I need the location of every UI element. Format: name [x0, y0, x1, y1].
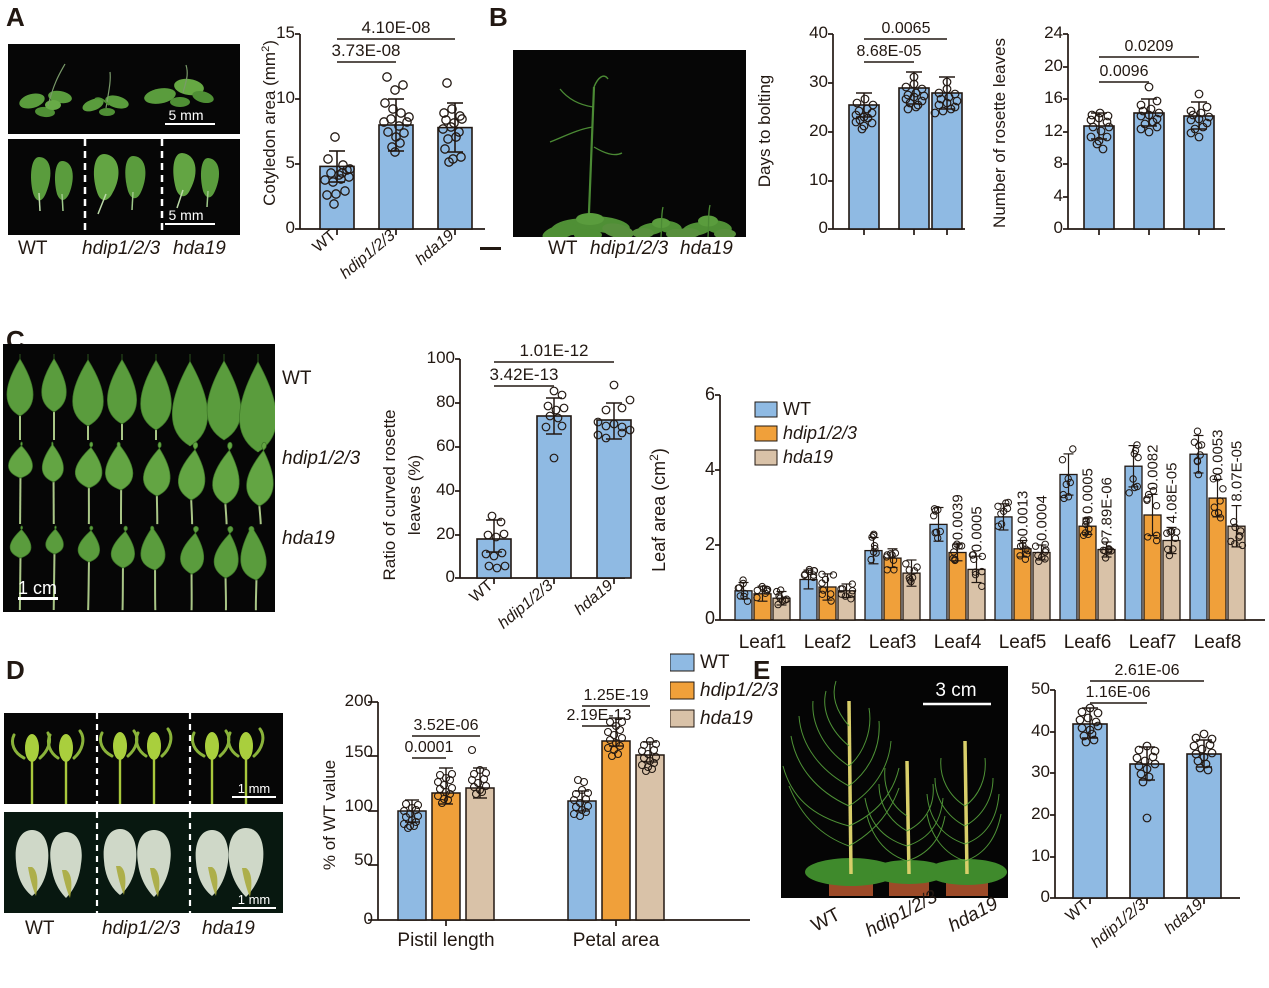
svg-text:20: 20 [1044, 56, 1063, 75]
svg-text:0: 0 [1054, 218, 1063, 237]
svg-text:30: 30 [1031, 762, 1050, 781]
svg-text:0.0096: 0.0096 [1100, 63, 1149, 80]
svg-text:7.89E-06: 7.89E-06 [1099, 477, 1116, 538]
svg-text:0: 0 [364, 909, 373, 928]
svg-text:Cotyledon area (mm2): Cotyledon area (mm2) [260, 40, 279, 206]
svg-text:80: 80 [436, 392, 455, 411]
svg-text:hda19: hda19 [700, 708, 753, 729]
svg-text:Number of rosette leaves: Number of rosette leaves [990, 38, 1009, 228]
svg-text:5: 5 [286, 153, 295, 172]
svg-text:WT: WT [310, 227, 340, 256]
svg-text:2.19E-13: 2.19E-13 [567, 707, 632, 724]
svg-text:hda19: hda19 [572, 577, 617, 619]
svg-text:15: 15 [276, 23, 295, 42]
svg-text:leaves (%): leaves (%) [405, 455, 424, 535]
svg-text:hdip1/2/3: hdip1/2/3 [495, 577, 556, 632]
svg-text:4: 4 [1054, 186, 1063, 205]
svg-text:1 mm: 1 mm [238, 781, 271, 796]
svg-text:20: 20 [809, 121, 828, 140]
svg-text:0.0004: 0.0004 [1034, 495, 1051, 541]
svg-text:0: 0 [446, 567, 455, 586]
svg-text:0: 0 [1041, 887, 1050, 906]
svg-text:Leaf4: Leaf4 [934, 632, 982, 653]
svg-text:0.0209: 0.0209 [1125, 38, 1174, 55]
svg-text:Ratio of curved rosette: Ratio of curved rosette [380, 409, 399, 580]
svg-text:2.61E-06: 2.61E-06 [1115, 662, 1180, 679]
svg-text:20: 20 [1031, 804, 1050, 823]
svg-text:% of WT value: % of WT value [320, 760, 339, 870]
svg-text:WT: WT [1063, 896, 1093, 925]
svg-text:hda19: hda19 [1162, 896, 1207, 938]
svg-text:4.10E-08: 4.10E-08 [362, 18, 431, 37]
svg-text:Leaf area (cm2): Leaf area (cm2) [647, 448, 669, 572]
svg-text:0: 0 [705, 608, 715, 628]
svg-text:0.0053: 0.0053 [1210, 430, 1227, 476]
svg-text:3.52E-06: 3.52E-06 [414, 717, 479, 734]
svg-text:4.08E-05: 4.08E-05 [1164, 463, 1181, 524]
svg-text:Pistil length: Pistil length [397, 930, 494, 951]
svg-text:8: 8 [1054, 153, 1063, 172]
svg-text:0.0001: 0.0001 [405, 739, 454, 756]
svg-text:100: 100 [345, 796, 373, 815]
svg-text:60: 60 [436, 436, 455, 455]
svg-text:Leaf2: Leaf2 [804, 632, 852, 653]
svg-text:2: 2 [705, 534, 715, 554]
svg-text:hdip1/2/3: hdip1/2/3 [783, 423, 857, 443]
svg-text:1.16E-06: 1.16E-06 [1086, 684, 1151, 701]
svg-text:0.0013: 0.0013 [1015, 491, 1032, 537]
svg-text:50: 50 [354, 850, 373, 869]
svg-text:0.0065: 0.0065 [882, 20, 931, 37]
svg-text:hdip1/2/3: hdip1/2/3 [700, 680, 779, 701]
svg-text:0.0082: 0.0082 [1145, 445, 1162, 491]
svg-text:6: 6 [705, 384, 715, 404]
svg-text:WT: WT [467, 577, 497, 606]
svg-text:5 mm: 5 mm [169, 107, 204, 123]
svg-text:30: 30 [809, 72, 828, 91]
svg-text:Leaf3: Leaf3 [869, 632, 917, 653]
svg-text:40: 40 [1031, 721, 1050, 740]
svg-text:WT: WT [783, 399, 811, 419]
svg-text:5 mm: 5 mm [169, 207, 204, 223]
svg-text:0: 0 [819, 218, 828, 237]
svg-text:20: 20 [436, 524, 455, 543]
svg-text:Days to bolting: Days to bolting [755, 75, 774, 187]
svg-text:hdip1/2/3: hdip1/2/3 [1088, 896, 1149, 950]
svg-text:8.07E-05: 8.07E-05 [1229, 441, 1246, 502]
svg-text:10: 10 [1031, 846, 1050, 865]
svg-text:100: 100 [427, 348, 455, 367]
svg-text:50: 50 [1031, 679, 1050, 698]
svg-text:WT: WT [700, 652, 730, 673]
svg-text:3.73E-08: 3.73E-08 [332, 41, 401, 60]
svg-text:8.68E-05: 8.68E-05 [857, 43, 922, 60]
svg-text:0: 0 [286, 218, 295, 237]
svg-text:0.0005: 0.0005 [969, 506, 986, 552]
svg-text:3 cm: 3 cm [935, 680, 976, 701]
svg-text:0.0005: 0.0005 [1080, 468, 1097, 514]
svg-text:Petal area: Petal area [573, 930, 660, 951]
svg-text:hdip1/2/3: hdip1/2/3 [337, 227, 398, 280]
svg-text:40: 40 [436, 480, 455, 499]
svg-text:3.42E-13: 3.42E-13 [490, 365, 559, 384]
svg-text:0.0039: 0.0039 [950, 494, 967, 540]
svg-text:40: 40 [809, 23, 828, 42]
svg-text:4: 4 [705, 459, 715, 479]
svg-text:24: 24 [1044, 23, 1063, 42]
svg-text:200: 200 [345, 691, 373, 710]
svg-text:hda19: hda19 [783, 447, 833, 467]
svg-text:12: 12 [1044, 121, 1063, 140]
svg-text:10: 10 [809, 170, 828, 189]
svg-text:1.01E-12: 1.01E-12 [520, 341, 589, 360]
svg-text:1 mm: 1 mm [238, 892, 271, 907]
svg-text:16: 16 [1044, 88, 1063, 107]
svg-text:hda19: hda19 [413, 227, 458, 269]
svg-text:150: 150 [345, 742, 373, 761]
svg-text:1.25E-19: 1.25E-19 [584, 687, 649, 704]
